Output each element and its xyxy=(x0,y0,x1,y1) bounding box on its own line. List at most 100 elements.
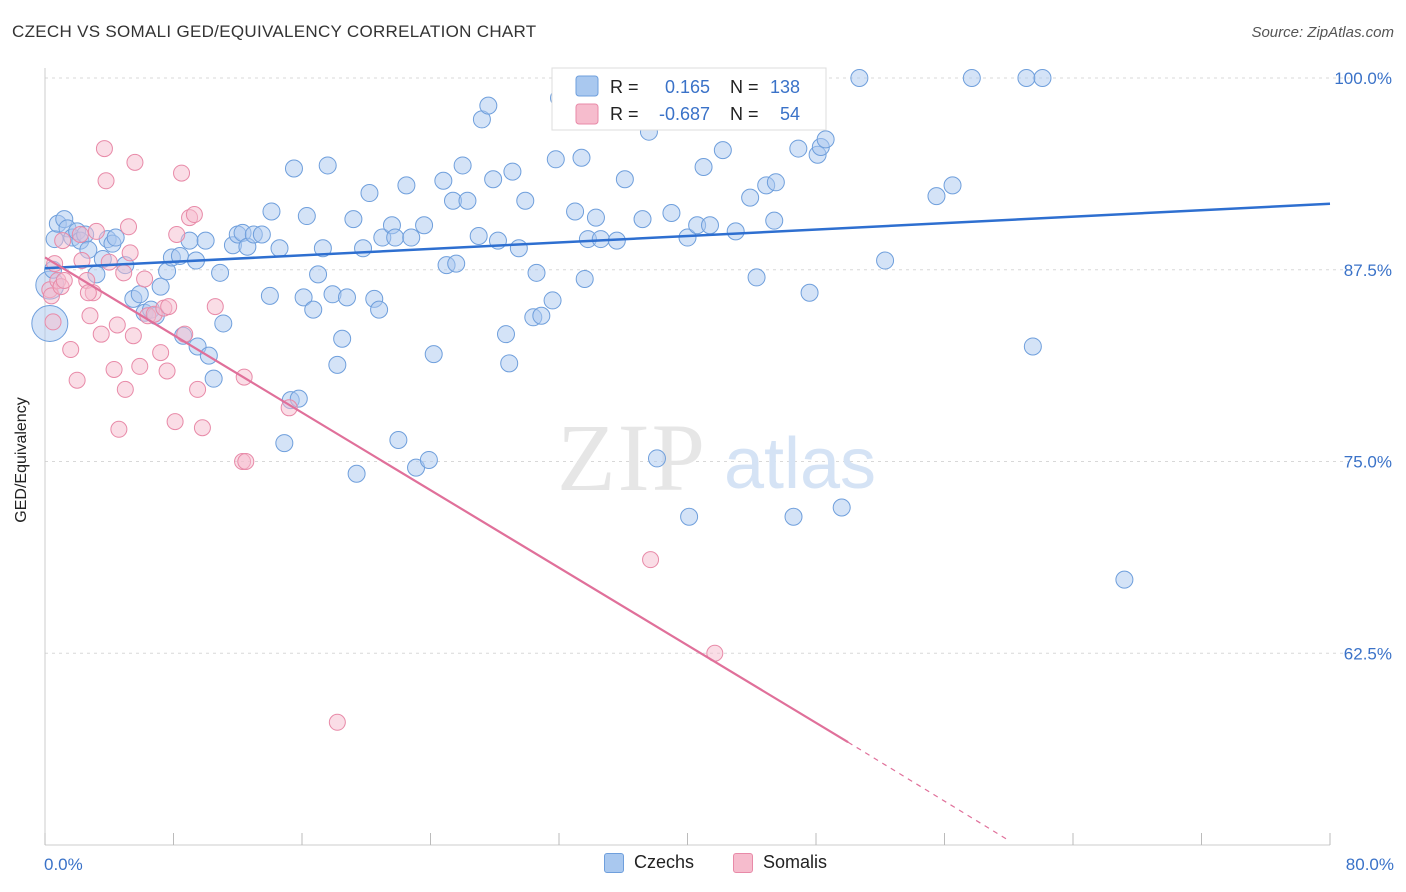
czech-point xyxy=(500,354,519,373)
somali-point xyxy=(108,316,126,334)
axes xyxy=(44,68,1331,846)
czech-point xyxy=(479,96,498,115)
watermark-atlas: atlas xyxy=(724,424,876,504)
czech-point xyxy=(789,139,808,158)
czech-point xyxy=(784,507,803,526)
czech-point xyxy=(850,69,869,87)
somali-point xyxy=(73,252,91,270)
chart-source: Source: ZipAtlas.com xyxy=(1251,24,1394,41)
y-tick-label: 87.5% xyxy=(1344,261,1392,280)
somali-point xyxy=(176,325,194,343)
bottom-legend-czech: Czechs xyxy=(604,852,694,873)
czech-point xyxy=(284,159,303,178)
czech-point xyxy=(543,291,562,310)
somali-point xyxy=(642,551,660,569)
czech-point xyxy=(397,176,416,195)
czech-point xyxy=(575,269,594,288)
y-tick-label: 75.0% xyxy=(1344,453,1392,472)
czech-point xyxy=(347,464,366,483)
czech-point xyxy=(927,187,946,206)
czech-point xyxy=(741,188,760,207)
czech-point xyxy=(130,285,149,304)
somali-point xyxy=(124,327,142,345)
legend-r-label-czech: R = xyxy=(610,77,639,97)
somali-point xyxy=(97,172,115,190)
czech-point xyxy=(509,239,528,258)
czech-point xyxy=(252,225,271,244)
czech-point xyxy=(402,228,421,247)
czech-point xyxy=(370,300,389,319)
somali-point xyxy=(126,153,144,171)
czech-point xyxy=(469,227,488,246)
somali-point xyxy=(87,222,105,240)
czech-point xyxy=(458,191,477,210)
czech-trend-line xyxy=(44,202,1331,270)
somali-point xyxy=(55,271,73,289)
somali-point xyxy=(136,270,154,288)
somali-point xyxy=(92,325,110,343)
somali-trend-line xyxy=(44,256,849,744)
trend-lines xyxy=(44,202,1331,841)
somali-point xyxy=(131,357,149,375)
legend: R = 0.165 N = 138 R = -0.687 N = 54 xyxy=(551,67,827,131)
somali-point xyxy=(280,399,298,417)
czech-point xyxy=(662,203,681,222)
czech-point xyxy=(1033,69,1052,87)
czech-point xyxy=(484,170,503,189)
czech-point xyxy=(260,286,279,305)
czech-point xyxy=(333,329,352,348)
x-tick-label: 80.0% xyxy=(1346,855,1394,874)
czech-point xyxy=(647,449,666,468)
somali-point xyxy=(160,298,178,316)
somali-point xyxy=(95,140,113,158)
czech-point xyxy=(419,450,438,469)
czech-point xyxy=(297,207,316,226)
somali-trend-extension xyxy=(847,741,1010,841)
czech-point xyxy=(546,150,565,169)
czech-point xyxy=(943,176,962,195)
y-tick-label: 100.0% xyxy=(1334,69,1392,88)
czech-point xyxy=(214,314,233,333)
czech-point xyxy=(453,156,472,175)
czech-point xyxy=(196,231,215,250)
czech-point xyxy=(962,69,981,87)
legend-n-value-czech: 138 xyxy=(770,77,800,97)
czech-point xyxy=(532,306,551,325)
czech-point xyxy=(876,251,895,270)
czech-point xyxy=(389,431,408,450)
legend-swatch-czech xyxy=(575,75,599,97)
legend-swatch-somali xyxy=(575,103,599,125)
somali-point xyxy=(54,232,72,250)
czech-point xyxy=(386,228,405,247)
czech-point xyxy=(309,265,328,284)
somali-point xyxy=(189,380,207,398)
czech-point xyxy=(572,148,591,167)
legend-r-value-czech: 0.165 xyxy=(665,77,710,97)
czech-point xyxy=(633,210,652,229)
czech-point xyxy=(503,162,522,181)
czech-point xyxy=(424,345,443,364)
czech-point xyxy=(262,202,281,221)
czech-point xyxy=(337,288,356,307)
somali-point xyxy=(185,206,203,224)
czech-point xyxy=(106,228,125,247)
somali-point xyxy=(81,307,99,325)
czech-point xyxy=(415,216,434,235)
somali-point xyxy=(121,244,139,262)
czech-point xyxy=(713,141,732,160)
bottom-legend-somali: Somalis xyxy=(733,852,827,873)
somali-point xyxy=(110,420,128,438)
czech-point xyxy=(726,222,745,241)
czech-point xyxy=(434,171,453,190)
czech-point xyxy=(294,288,313,307)
somali-points xyxy=(41,140,724,731)
x-tick-label: 0.0% xyxy=(44,855,83,874)
czech-point xyxy=(151,277,170,296)
bottom-legend-czech-label: Czechs xyxy=(634,852,695,872)
grid-lines xyxy=(45,77,1355,654)
somali-point xyxy=(100,253,118,271)
somali-point xyxy=(68,371,86,389)
czech-point xyxy=(360,184,379,203)
somali-point xyxy=(115,264,133,282)
